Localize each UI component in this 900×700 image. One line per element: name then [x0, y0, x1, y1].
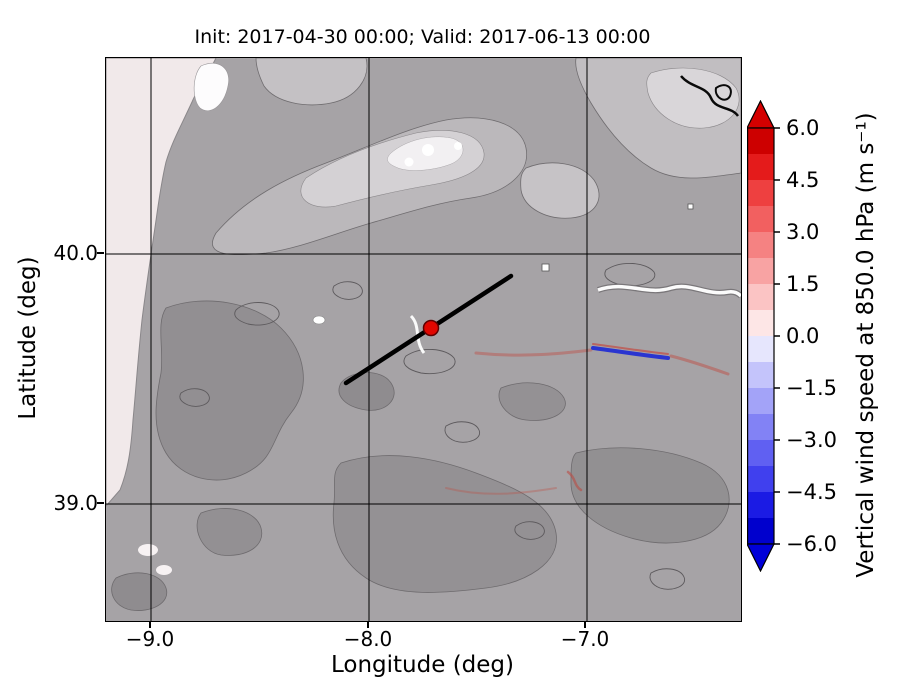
colorbar-tick-label: −1.5 — [786, 376, 837, 400]
terrain-dark-patches — [111, 300, 730, 611]
colorbar-label: Vertical wind speed at 850.0 hPa (m s⁻¹) — [853, 112, 879, 578]
map-gridlines — [106, 58, 741, 621]
blue-downdraft-streak — [591, 346, 670, 360]
x-tick-label: −7.0 — [560, 627, 610, 651]
colorbar-tick-label: −6.0 — [786, 532, 837, 556]
colorbar-tick-label: −4.5 — [786, 480, 837, 504]
map-plot-area — [105, 57, 742, 622]
x-tick-mark — [149, 622, 151, 628]
colorbar-tick-marks — [774, 127, 780, 545]
x-axis-label: Longitude (deg) — [330, 652, 514, 678]
colorbar-tick-label: 1.5 — [786, 272, 820, 296]
y-tick-label: 40.0 — [53, 241, 98, 265]
mountain-highlights — [212, 58, 741, 256]
x-tick-mark — [367, 622, 369, 628]
colorbar-tick-label: 3.0 — [786, 220, 820, 244]
colorbar — [747, 100, 780, 572]
y-tick-label: 39.0 — [53, 491, 98, 515]
colorbar-extend-down-arrow — [747, 543, 775, 572]
estuary-patch — [138, 544, 158, 556]
topright-coast-contour — [680, 75, 740, 117]
x-tick-label: −9.0 — [125, 627, 175, 651]
y-tick-mark — [97, 252, 104, 254]
y-axis-label: Latitude (deg) — [15, 256, 41, 420]
colorbar-tick-label: 6.0 — [786, 116, 820, 140]
valley-rivers — [312, 203, 741, 354]
contour-lines — [179, 263, 686, 590]
colorbar-tick-label: 4.5 — [786, 168, 820, 192]
colorbar-tick-label: 0.0 — [786, 324, 820, 348]
x-tick-mark — [584, 622, 586, 628]
point-marker — [422, 319, 440, 337]
map-canvas — [106, 58, 741, 621]
colorbar-tick-label: −3.0 — [786, 428, 837, 452]
colorbar-gradient — [747, 127, 775, 545]
plot-title: Init: 2017-04-30 00:00; Valid: 2017-06-1… — [194, 26, 651, 48]
y-tick-mark — [97, 502, 104, 504]
colorbar-extend-up-arrow — [747, 100, 775, 129]
red-updraft-streaks — [445, 343, 730, 495]
x-tick-label: −8.0 — [343, 627, 393, 651]
